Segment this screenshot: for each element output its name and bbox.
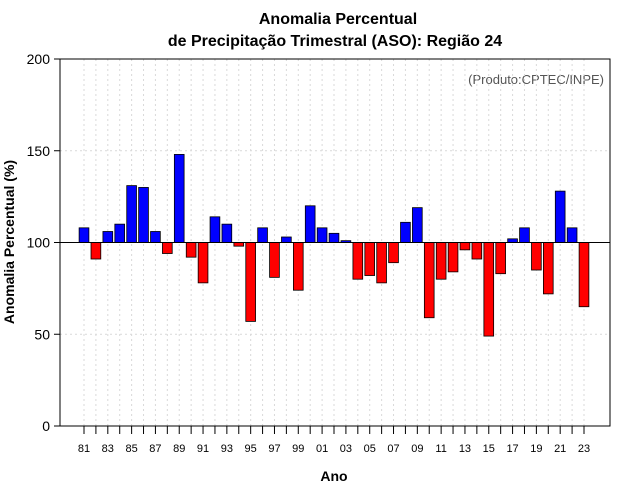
bar-2016 — [495, 242, 506, 275]
bar-1986 — [138, 187, 149, 243]
bar-1984 — [114, 223, 125, 243]
bar-1990 — [185, 242, 197, 258]
x-tick-label: 21 — [554, 443, 566, 455]
bar-2005 — [364, 242, 375, 276]
bar-2015 — [483, 242, 495, 337]
bar-2022 — [566, 227, 578, 243]
bar-2019 — [531, 242, 542, 271]
grid-lines — [60, 58, 610, 427]
bar-2012 — [447, 242, 459, 273]
bar-2009 — [412, 207, 423, 243]
bar-2007 — [388, 242, 399, 264]
x-tick-label: 99 — [292, 443, 304, 455]
x-tick-label: 23 — [578, 443, 590, 455]
x-axis: 81 83 85 87 89 91 93 95 97 99 01 03 05 07 09 11 13 15 17 19… — [78, 426, 590, 455]
bar-1985 — [126, 185, 137, 243]
x-tick-label: 97 — [268, 443, 280, 455]
chart-subtitle: de Precipitação Trimestral (ASO): Região… — [168, 33, 502, 50]
x-tick-label: 15 — [483, 443, 495, 455]
x-tick-label: 81 — [78, 443, 90, 455]
x-tick-label: 05 — [364, 443, 376, 455]
bar-2020 — [543, 242, 554, 295]
y-tick-label: 50 — [34, 326, 50, 342]
x-tick-label: 03 — [340, 443, 352, 455]
x-tick-label: 85 — [125, 443, 137, 455]
bar-1982 — [90, 242, 102, 260]
bar-2018 — [519, 227, 530, 243]
bar-2013 — [459, 242, 471, 251]
bar-1983 — [102, 231, 114, 243]
bar-2014 — [471, 242, 483, 260]
bar-1981 — [78, 227, 90, 243]
bar-2011 — [435, 242, 447, 280]
x-tick-label: 01 — [316, 443, 328, 455]
bars — [78, 154, 590, 337]
x-axis-label: Ano — [320, 468, 347, 484]
x-tick-label: 89 — [173, 443, 185, 455]
bar-2002 — [328, 232, 340, 243]
y-tick-label: 200 — [27, 51, 51, 67]
bar-1988 — [162, 242, 173, 254]
y-axis-label: Anomalia Percentual (%) — [1, 160, 17, 324]
x-tick-label: 95 — [245, 443, 257, 455]
bar-1992 — [209, 216, 221, 243]
x-tick-label: 91 — [197, 443, 209, 455]
bar-1994 — [233, 242, 245, 247]
bar-2000 — [304, 205, 316, 243]
bar-1996 — [257, 227, 268, 243]
bar-1991 — [197, 242, 209, 284]
bar-1995 — [245, 242, 256, 322]
x-tick-label: 17 — [506, 443, 518, 455]
bar-2008 — [400, 221, 411, 243]
x-tick-label: 19 — [530, 443, 542, 455]
y-tick-label: 150 — [27, 143, 51, 159]
bar-2004 — [352, 242, 364, 280]
y-tick-label: 0 — [42, 418, 50, 434]
x-tick-label: 87 — [149, 443, 161, 455]
y-tick-label: 100 — [27, 235, 51, 251]
x-tick-label: 07 — [387, 443, 399, 455]
bar-1998 — [281, 236, 292, 243]
y-axis: 0 50 100 150 200 — [27, 51, 60, 434]
x-tick-label: 11 — [435, 443, 446, 455]
bar-2010 — [423, 242, 435, 319]
bar-1993 — [221, 223, 233, 243]
x-tick-label: 13 — [459, 443, 471, 455]
x-tick-label: 09 — [411, 443, 423, 455]
x-tick-label: 83 — [102, 443, 114, 455]
bar-1997 — [269, 242, 280, 278]
bar-1987 — [150, 231, 161, 243]
bar-1989 — [173, 154, 185, 243]
bar-2023 — [578, 242, 590, 308]
bar-2001 — [316, 227, 328, 243]
bar-1999 — [293, 242, 304, 291]
x-tick-label: 93 — [221, 443, 233, 455]
bar-2021 — [554, 190, 566, 243]
bar-2017 — [507, 238, 518, 243]
chart-title: Anomalia Percentual — [259, 11, 417, 28]
bar-2006 — [376, 242, 387, 284]
